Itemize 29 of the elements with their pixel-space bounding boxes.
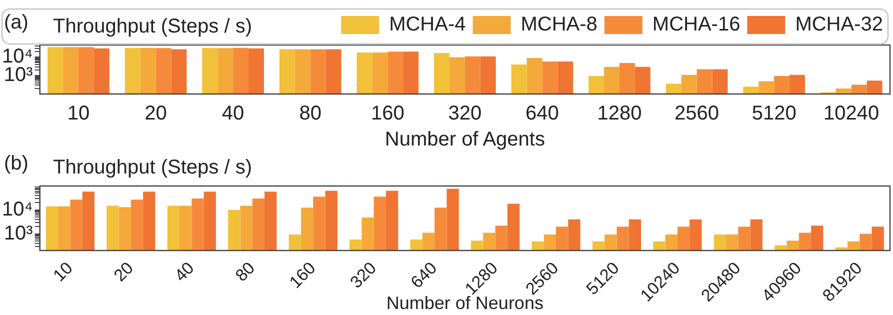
x-tick-label: 160	[286, 258, 320, 292]
y-tick-label: 10⁴	[2, 198, 33, 220]
y-axis-title: Throughput (Steps / s)	[53, 156, 252, 179]
x-axis-title: Number of Agents	[384, 128, 545, 151]
legend-label: MCHA-32	[795, 14, 884, 36]
x-tick-label: 640	[526, 102, 559, 125]
legend-label: MCHA-8	[520, 14, 598, 36]
legend-label: MCHA-4	[389, 14, 466, 36]
x-tick-label: 160	[370, 102, 404, 125]
x-tick-label: 320	[448, 102, 482, 125]
chart-title: (b)	[4, 152, 28, 175]
x-tick-label: 10	[67, 102, 90, 125]
x-tick-label: 10240	[824, 102, 880, 125]
x-tick-label: 40	[170, 258, 198, 286]
x-tick-label: 2560	[674, 102, 720, 125]
x-tick-label: 320	[346, 258, 380, 292]
x-tick-label: 80	[232, 258, 259, 286]
x-tick-label: 10	[50, 258, 76, 286]
x-tick-label: 5120	[752, 102, 796, 125]
x-tick-label: 40	[222, 102, 244, 125]
x-tick-label: 20	[110, 258, 138, 286]
x-tick-label: 80	[299, 102, 322, 125]
x-tick-label: 640	[407, 258, 441, 292]
legend-label: MCHA-16	[652, 14, 740, 36]
x-tick-label: 20	[144, 102, 167, 125]
y-tick-label: 10³	[4, 222, 34, 244]
chart-title: (a)	[4, 12, 28, 34]
y-axis-title: Throughput (Steps / s)	[53, 16, 252, 38]
x-tick-label: 1280	[597, 102, 642, 125]
